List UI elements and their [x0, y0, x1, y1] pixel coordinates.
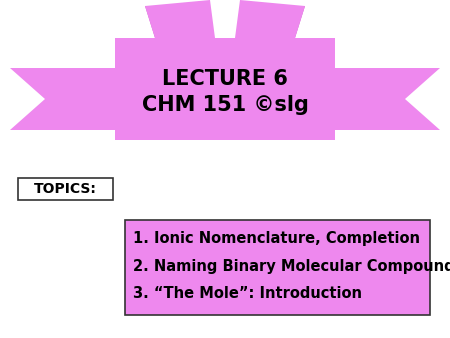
- Polygon shape: [125, 220, 430, 315]
- Polygon shape: [145, 0, 215, 38]
- Polygon shape: [18, 178, 113, 200]
- Polygon shape: [280, 6, 305, 38]
- Polygon shape: [235, 0, 305, 38]
- Text: LECTURE 6: LECTURE 6: [162, 69, 288, 89]
- Text: 3. “The Mole”: Introduction: 3. “The Mole”: Introduction: [133, 287, 362, 301]
- Text: 1. Ionic Nomenclature, Completion: 1. Ionic Nomenclature, Completion: [133, 231, 420, 245]
- Polygon shape: [115, 68, 440, 130]
- Text: TOPICS:: TOPICS:: [34, 182, 97, 196]
- Polygon shape: [145, 6, 170, 38]
- Text: 2. Naming Binary Molecular Compounds: 2. Naming Binary Molecular Compounds: [133, 259, 450, 273]
- Polygon shape: [115, 38, 335, 140]
- Polygon shape: [10, 68, 335, 130]
- Text: CHM 151 ©slg: CHM 151 ©slg: [142, 95, 308, 115]
